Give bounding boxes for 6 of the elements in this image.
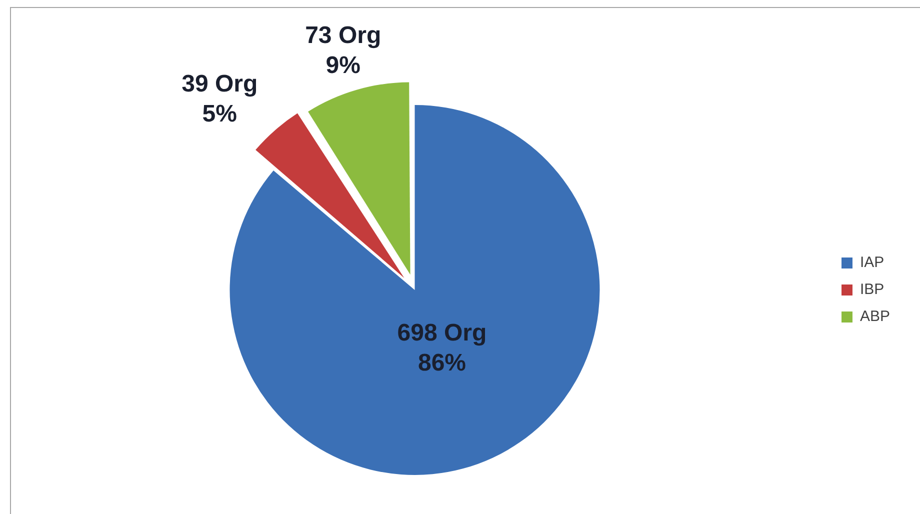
data-label: 698 Org 86% (397, 319, 487, 376)
data-label: 73 Org 9% (305, 22, 382, 80)
legend-label: IAP (860, 254, 884, 272)
legend-label: IBP (860, 281, 884, 298)
legend-label: ABP (860, 308, 890, 326)
data-label: 39 Org 5% (182, 70, 258, 128)
